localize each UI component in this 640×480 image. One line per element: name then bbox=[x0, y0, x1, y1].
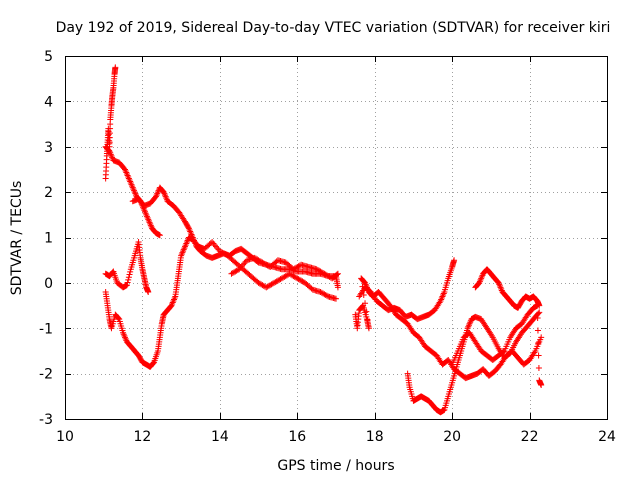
x-tick-labels: 10 12 14 16 18 20 22 24 bbox=[56, 429, 616, 445]
y-tick-label: 0 bbox=[44, 276, 53, 292]
series-track-e bbox=[102, 239, 152, 295]
data-point bbox=[112, 64, 119, 71]
data-point bbox=[333, 295, 339, 302]
data-point bbox=[500, 348, 507, 355]
series-track-i bbox=[404, 309, 543, 416]
data-point bbox=[534, 302, 541, 309]
x-tick-label: 12 bbox=[134, 429, 152, 445]
data-point bbox=[185, 224, 192, 231]
data-point bbox=[126, 271, 133, 278]
y-tick-labels: -3 -2 -1 0 1 2 3 4 5 bbox=[39, 49, 53, 428]
x-tick-label: 24 bbox=[598, 429, 616, 445]
y-tick-label: -2 bbox=[39, 367, 53, 383]
data-point bbox=[127, 268, 134, 275]
data-point bbox=[536, 309, 543, 316]
data-point bbox=[538, 381, 545, 388]
data-point bbox=[333, 271, 340, 278]
data-point bbox=[125, 276, 132, 283]
y-tick-label: -3 bbox=[39, 412, 53, 428]
y-tick-label: 4 bbox=[44, 94, 53, 110]
x-tick-label: 16 bbox=[288, 429, 306, 445]
data-point bbox=[538, 334, 545, 341]
x-tick-label: 10 bbox=[56, 429, 74, 445]
data-point bbox=[535, 352, 542, 359]
data-point bbox=[323, 292, 330, 299]
series-track-b bbox=[102, 143, 163, 239]
data-point bbox=[534, 327, 541, 334]
data-point bbox=[125, 274, 132, 281]
data-points bbox=[102, 64, 545, 416]
x-axis-label: GPS time / hours bbox=[277, 458, 394, 474]
y-tick-label: 3 bbox=[44, 140, 53, 156]
data-point bbox=[109, 269, 116, 276]
y-tick-label: -1 bbox=[39, 321, 53, 337]
x-tick-label: 22 bbox=[521, 429, 539, 445]
data-point bbox=[535, 364, 542, 371]
grid-lines bbox=[65, 56, 607, 419]
series-track-j bbox=[472, 266, 543, 311]
y-tick-label: 2 bbox=[44, 185, 53, 201]
y-tick-label: 1 bbox=[44, 231, 53, 247]
series-track-g bbox=[352, 275, 545, 382]
data-point bbox=[334, 270, 341, 277]
chart-title: Day 192 of 2019, Sidereal Day-to-day VTE… bbox=[56, 20, 611, 36]
x-tick-label: 20 bbox=[443, 429, 461, 445]
y-tick-label: 5 bbox=[44, 49, 53, 65]
series-track-c bbox=[129, 184, 341, 291]
x-tick-label: 18 bbox=[366, 429, 384, 445]
data-point bbox=[123, 282, 130, 289]
data-point bbox=[363, 308, 370, 315]
data-point bbox=[145, 288, 152, 295]
x-tick-label: 14 bbox=[211, 429, 229, 445]
data-point bbox=[156, 232, 163, 239]
series-track-k bbox=[449, 302, 545, 388]
series-track-f bbox=[228, 254, 341, 282]
data-point bbox=[365, 325, 372, 332]
data-point bbox=[124, 279, 131, 286]
y-axis-label: SDTVAR / TECUs bbox=[9, 181, 25, 296]
series-track-d bbox=[102, 234, 339, 370]
data-point bbox=[535, 310, 542, 317]
data-point bbox=[535, 339, 542, 346]
data-point bbox=[115, 315, 122, 322]
data-point bbox=[451, 257, 458, 264]
data-point bbox=[150, 360, 157, 367]
data-point bbox=[334, 284, 341, 291]
series-track-h bbox=[356, 257, 458, 323]
data-point bbox=[362, 300, 369, 307]
series-track-a bbox=[102, 64, 119, 182]
data-point bbox=[364, 316, 371, 323]
axis-ticks bbox=[65, 56, 608, 420]
data-point bbox=[534, 315, 541, 322]
